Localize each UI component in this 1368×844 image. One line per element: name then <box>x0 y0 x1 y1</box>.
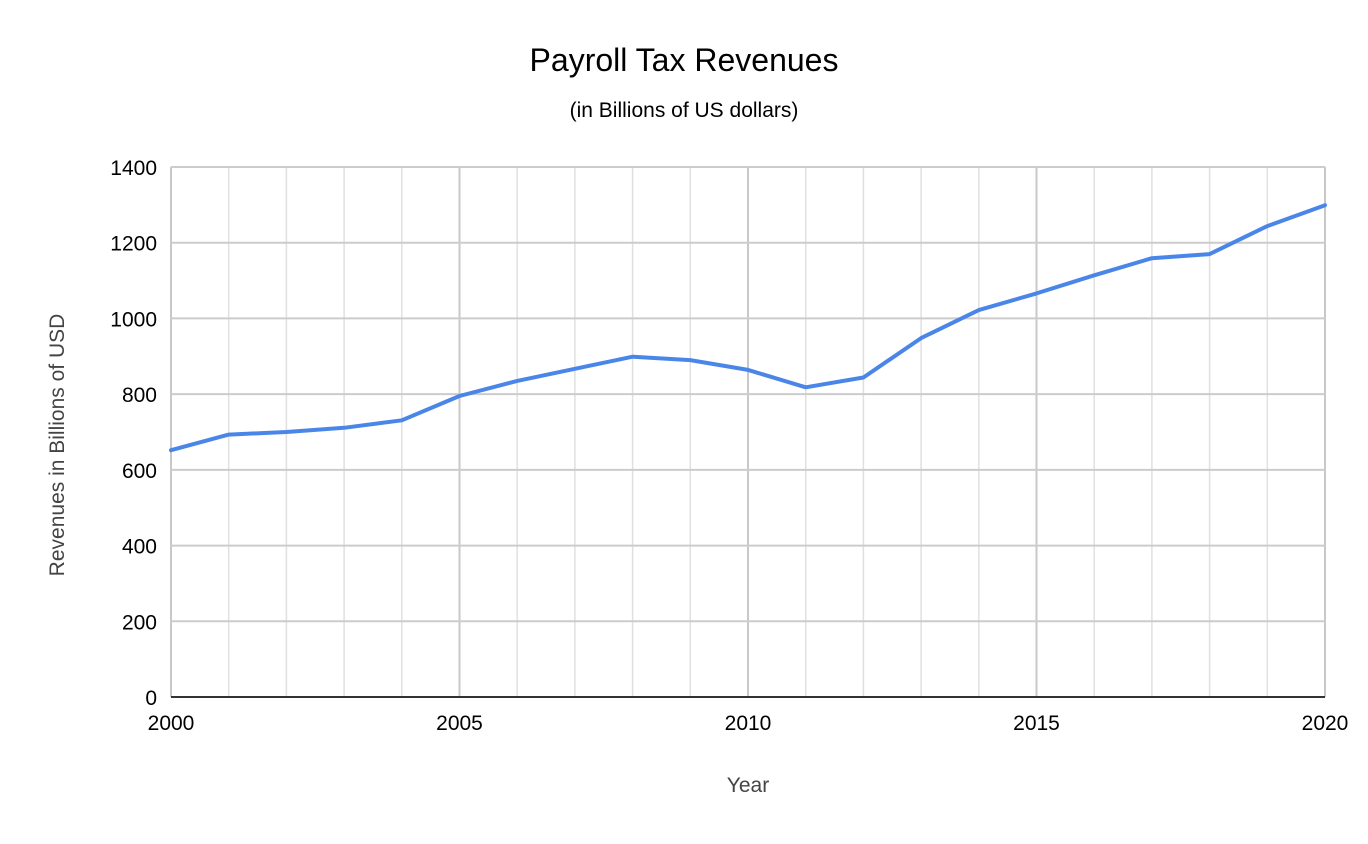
chart-subtitle: (in Billions of US dollars) <box>569 99 799 122</box>
y-tick-label: 1400 <box>110 157 157 180</box>
y-axis-ticks: 0 200 400 600 800 1000 1200 1400 <box>110 157 157 710</box>
x-axis-ticks: 2000 2005 2010 2015 2020 <box>148 712 1349 735</box>
y-tick-label: 800 <box>122 384 157 407</box>
y-tick-label: 200 <box>122 611 157 634</box>
y-tick-label: 600 <box>122 460 157 483</box>
y-tick-label: 0 <box>145 687 157 710</box>
x-tick-label: 2015 <box>1013 712 1060 735</box>
x-tick-label: 2020 <box>1302 712 1349 735</box>
y-tick-label: 1200 <box>110 233 157 256</box>
data-line <box>169 203 1327 453</box>
x-tick-label: 2005 <box>436 712 483 735</box>
x-tick-label: 2000 <box>148 712 195 735</box>
chart-title: Payroll Tax Revenues <box>529 42 839 78</box>
y-tick-label: 400 <box>122 536 157 559</box>
y-tick-label: 1000 <box>110 308 157 331</box>
gridlines <box>170 166 1326 697</box>
x-axis-label: Year <box>726 774 770 797</box>
x-tick-label: 2010 <box>725 712 772 735</box>
